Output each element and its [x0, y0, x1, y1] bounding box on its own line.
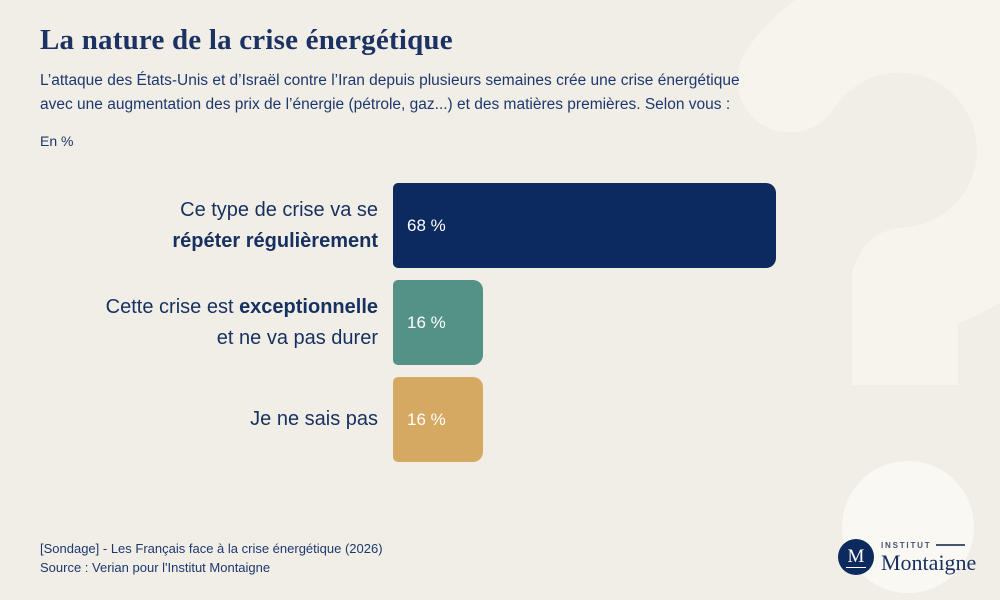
watermark-dot — [842, 461, 974, 593]
unit-label: En % — [40, 133, 74, 149]
chart-row: Cette crise est exceptionnelle et ne va p… — [40, 280, 776, 365]
bar: 16 % — [393, 377, 483, 462]
logo-monogram-letter: M — [845, 545, 867, 568]
page-title: La nature de la crise énergétique — [40, 24, 453, 56]
header: La nature de la crise énergétique L’atta… — [40, 24, 740, 149]
chart-subtitle: L’attaque des États-Unis et d’Israël con… — [40, 72, 740, 113]
bar-value: 68 % — [407, 215, 446, 235]
logo-institut-label: INSTITUT — [881, 540, 932, 550]
footer-source-line: Source : Verian pour l'Institut Montaign… — [40, 559, 271, 575]
footer-survey-line: [Sondage] - Les Français face à la crise… — [40, 541, 383, 556]
chart-row: Je ne sais pas 16 % — [40, 377, 776, 462]
footer: [Sondage] - Les Français face à la crise… — [40, 540, 383, 577]
watermark-hook — [737, 0, 1000, 333]
bar-value: 16 % — [407, 409, 446, 429]
bar: 16 % — [393, 280, 483, 365]
bar-value: 16 % — [407, 312, 446, 332]
bar-label: Je ne sais pas — [250, 408, 378, 430]
logo-text: INSTITUT Montaigne — [881, 540, 977, 575]
logo-rule — [936, 544, 965, 546]
institut-montaigne-logo: M INSTITUT Montaigne — [838, 539, 977, 575]
bar-chart: Ce type de crise va se répéter régulièrem… — [40, 183, 776, 474]
watermark-stem — [852, 270, 958, 385]
bar-label: Ce type de crise va se répéter régulièrem… — [172, 198, 378, 252]
chart-row: Ce type de crise va se répéter régulièrem… — [40, 183, 776, 268]
bar: 68 % — [393, 183, 776, 268]
logo-montaigne-label: Montaigne — [881, 549, 977, 575]
bar-label: Cette crise est exceptionnelle et ne va p… — [105, 295, 378, 349]
logo-monogram-icon: M — [838, 539, 874, 575]
